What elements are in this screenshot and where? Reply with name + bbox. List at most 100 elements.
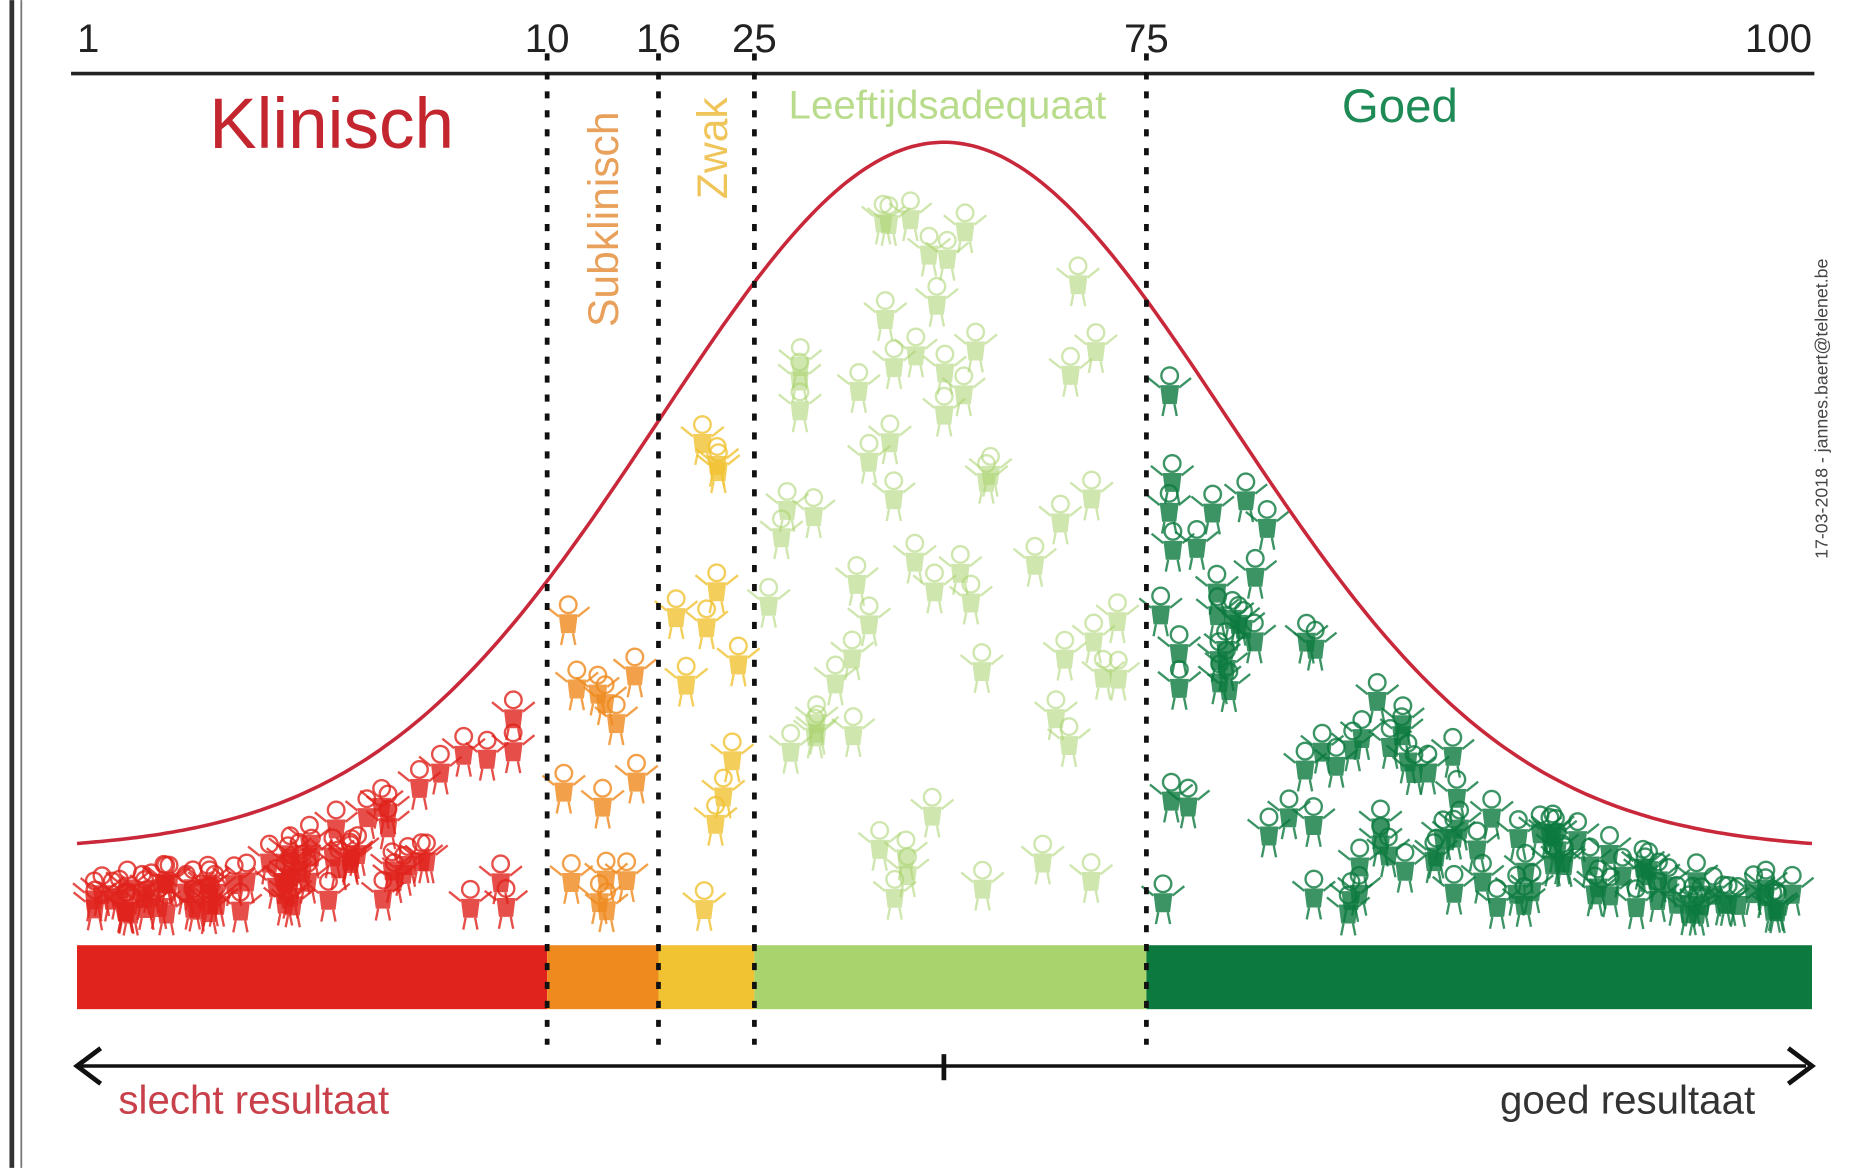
figure-body bbox=[1507, 885, 1526, 904]
zone-bar bbox=[1146, 945, 1812, 1009]
figure-body bbox=[1589, 878, 1608, 897]
figure-body bbox=[781, 743, 800, 762]
figure-body bbox=[341, 854, 360, 873]
figure-body bbox=[1306, 640, 1325, 659]
figure-body bbox=[1059, 736, 1078, 755]
figure-body bbox=[972, 662, 991, 681]
figure-body bbox=[559, 614, 578, 633]
percentile-label: 1 bbox=[77, 16, 99, 61]
figure-body bbox=[1236, 491, 1255, 510]
figure-body bbox=[1160, 385, 1179, 404]
figure-body bbox=[1683, 896, 1702, 915]
figure-body bbox=[935, 406, 954, 425]
figure-body bbox=[923, 807, 942, 826]
figure-body bbox=[1450, 820, 1469, 839]
figure-body bbox=[1086, 342, 1105, 361]
figure-body bbox=[1109, 670, 1128, 689]
figure-body bbox=[1445, 884, 1464, 903]
figure-body bbox=[1371, 836, 1390, 855]
figure-body bbox=[723, 751, 742, 770]
figure-body bbox=[667, 608, 686, 627]
figure-body bbox=[1154, 893, 1173, 912]
zone-bar bbox=[754, 945, 1146, 1009]
figure-body bbox=[1187, 539, 1206, 558]
figure-body bbox=[1082, 490, 1101, 509]
figure-body bbox=[1783, 885, 1802, 904]
figure-body bbox=[844, 726, 863, 745]
figure-body bbox=[554, 783, 573, 802]
figure-body bbox=[956, 222, 975, 241]
figure-body bbox=[938, 250, 957, 269]
figure-body bbox=[1025, 556, 1044, 575]
figure-body bbox=[1756, 880, 1775, 899]
figure-body bbox=[860, 453, 879, 472]
arrow-left-label: slecht resultaat bbox=[118, 1077, 389, 1122]
figure-body bbox=[1339, 905, 1358, 924]
figure-body bbox=[905, 553, 924, 572]
figure-body bbox=[714, 788, 733, 807]
figure-body bbox=[981, 466, 1000, 485]
figure-body bbox=[826, 674, 845, 693]
figure-body bbox=[260, 854, 279, 873]
figure-body bbox=[593, 798, 612, 817]
percentile-label: 16 bbox=[636, 16, 681, 61]
figure-body bbox=[410, 779, 429, 798]
figure-body bbox=[697, 618, 716, 637]
figure-body bbox=[884, 490, 903, 509]
page: slecht resultaat goed resultaat 17-03-20… bbox=[0, 0, 1857, 1168]
figure-body bbox=[1627, 898, 1646, 917]
figure-body bbox=[1203, 504, 1222, 523]
figure-body bbox=[695, 900, 714, 919]
figure-body bbox=[880, 433, 899, 452]
figure-body bbox=[1482, 809, 1501, 828]
figure-body bbox=[1447, 789, 1466, 808]
percentile-label: 75 bbox=[1124, 16, 1169, 61]
figure-body bbox=[973, 880, 992, 899]
figure-body bbox=[879, 215, 898, 234]
figure-body bbox=[901, 210, 920, 229]
figure-body bbox=[925, 582, 944, 601]
figure-body bbox=[137, 899, 156, 918]
zone-bar bbox=[658, 945, 754, 1009]
figure-body bbox=[1259, 827, 1278, 846]
figure-body bbox=[804, 507, 823, 526]
figure-body bbox=[1055, 650, 1074, 669]
figure-body bbox=[85, 899, 104, 918]
arrow-right-label: goed resultaat bbox=[1500, 1077, 1755, 1122]
figure-body bbox=[357, 808, 376, 827]
zone-bar bbox=[77, 945, 547, 1009]
figure-body bbox=[1163, 473, 1182, 492]
figure-body bbox=[491, 873, 510, 892]
figure-body bbox=[1304, 889, 1323, 908]
percentile-label: 100 bbox=[1745, 16, 1812, 61]
figure-body bbox=[1473, 873, 1492, 892]
figure-body bbox=[1051, 514, 1070, 533]
figure-body bbox=[920, 246, 939, 265]
figure-body bbox=[1170, 679, 1189, 698]
figure-body bbox=[1433, 829, 1452, 848]
figure-body bbox=[707, 582, 726, 601]
figure-body bbox=[607, 714, 626, 733]
figure-body bbox=[1714, 895, 1733, 914]
zone-label: Zwak bbox=[689, 97, 737, 200]
figure-body bbox=[431, 764, 450, 783]
figure-body bbox=[625, 666, 644, 685]
figure-body bbox=[398, 856, 417, 875]
figure-body bbox=[885, 889, 904, 908]
figure-body bbox=[849, 382, 868, 401]
percentile-label: 10 bbox=[525, 16, 570, 61]
figure-body bbox=[790, 401, 809, 420]
figure-body bbox=[896, 849, 915, 868]
figure-body bbox=[1160, 503, 1179, 522]
figure-body bbox=[843, 649, 862, 668]
figure-body bbox=[807, 714, 826, 733]
figure-body bbox=[231, 902, 250, 921]
figure-body bbox=[1082, 872, 1101, 891]
figure-body bbox=[709, 462, 728, 481]
figure-body bbox=[116, 902, 135, 921]
figure-body bbox=[860, 615, 879, 634]
figure-body bbox=[454, 746, 473, 765]
figure-body bbox=[562, 873, 581, 892]
figure-body bbox=[1488, 898, 1507, 917]
figure-body bbox=[1368, 692, 1387, 711]
